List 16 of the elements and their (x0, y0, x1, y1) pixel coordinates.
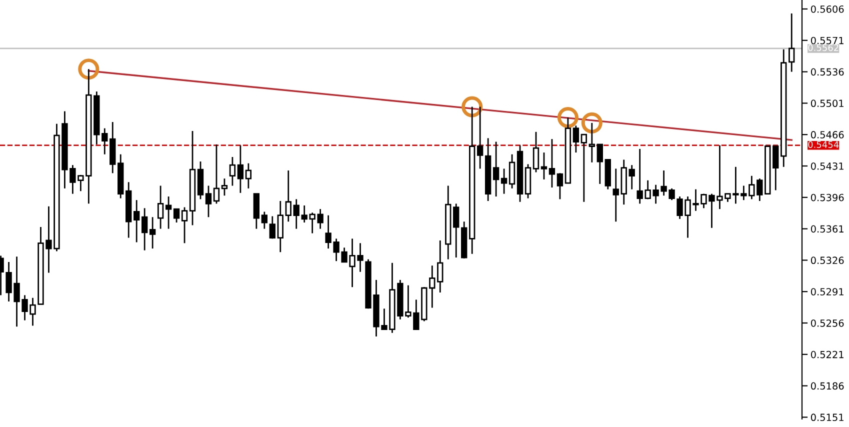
y-tick-label: 0.5326 (810, 256, 844, 264)
y-tick-label: 0.5431 (810, 162, 844, 170)
y-tick-label: 0.5571 (810, 36, 844, 44)
y-tick-label: 0.5256 (810, 319, 844, 327)
y-tick-label: 0.5151 (810, 414, 844, 422)
y-tick-label: 0.5186 (810, 382, 844, 390)
y-tick-label: 0.5466 (810, 131, 844, 138)
y-tick-label: 0.5606 (810, 5, 844, 13)
y-tick-label: 0.5536 (810, 68, 844, 76)
ref-line-label: 0.5562 (808, 44, 838, 52)
y-tick-label: 0.5291 (810, 288, 844, 296)
y-tick-label: 0.5501 (810, 100, 844, 108)
y-tick-label: 0.5361 (810, 225, 844, 233)
y-tick-label: 0.5396 (810, 194, 844, 202)
y-tick-label: 0.5221 (810, 350, 844, 358)
ref-line-label: 0.5454 (808, 141, 839, 148)
